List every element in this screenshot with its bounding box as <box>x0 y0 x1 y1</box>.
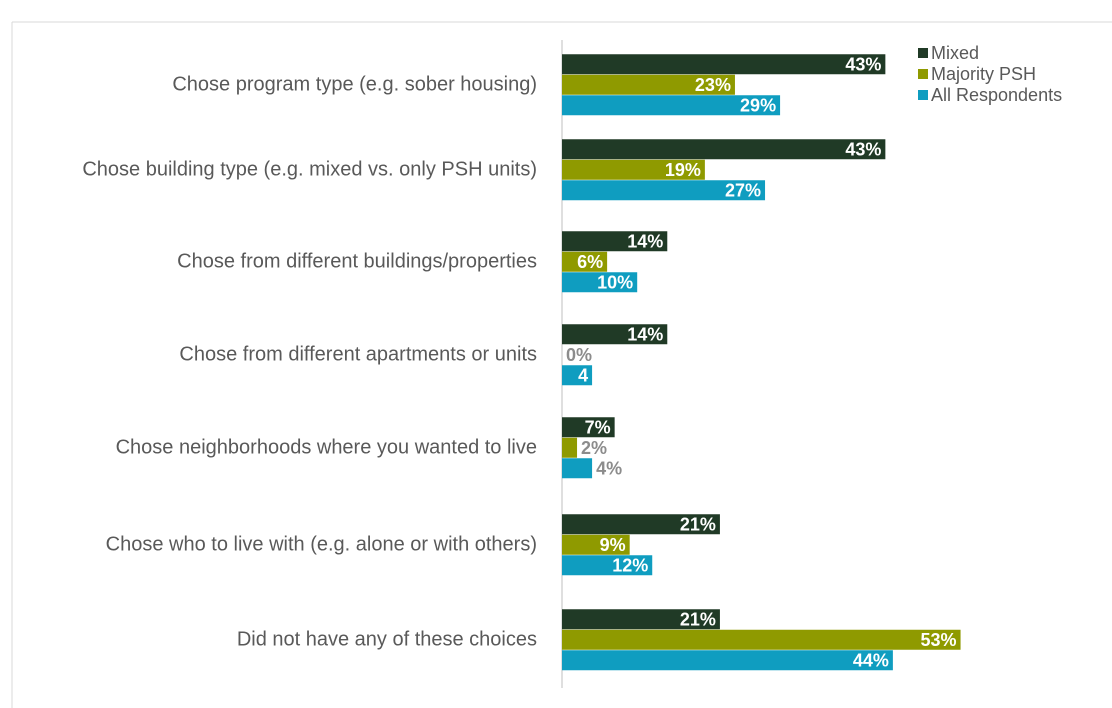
bar <box>562 458 593 479</box>
bar <box>562 365 593 386</box>
bar <box>562 139 886 160</box>
bar <box>562 534 630 555</box>
legend-swatch <box>918 90 928 100</box>
bar <box>562 437 578 458</box>
legend-label: Majority PSH <box>931 64 1036 84</box>
bar <box>562 609 720 630</box>
data-label: 4 <box>578 365 588 385</box>
bar <box>562 251 608 272</box>
bar <box>562 650 893 671</box>
data-label: 44% <box>853 650 889 670</box>
legend-label: All Respondents <box>931 85 1062 105</box>
data-label: 21% <box>680 514 716 534</box>
bar <box>562 629 961 650</box>
data-label: 21% <box>680 609 716 629</box>
bar <box>562 74 735 95</box>
bar <box>562 555 653 576</box>
category-label: Did not have any of these choices <box>236 628 537 651</box>
data-label: 4% <box>596 458 622 478</box>
data-label: 27% <box>725 180 761 200</box>
data-label: 43% <box>845 54 881 74</box>
category-label: Chose from different buildings/propertie… <box>177 250 537 273</box>
bar <box>562 54 886 75</box>
bar <box>562 159 705 180</box>
legend-swatch <box>918 69 928 79</box>
data-label: 2% <box>581 438 607 458</box>
legend-label: Mixed <box>931 43 979 63</box>
bar <box>562 95 781 116</box>
data-label: 7% <box>585 417 611 437</box>
data-label: 12% <box>612 555 648 575</box>
category-label: Chose program type (e.g. sober housing) <box>172 73 537 96</box>
data-label: 29% <box>740 95 776 115</box>
data-label: 10% <box>597 272 633 292</box>
data-label: 0% <box>566 345 592 365</box>
bar <box>562 324 668 345</box>
data-label: 6% <box>577 252 603 272</box>
data-label: 53% <box>921 630 957 650</box>
data-label: 19% <box>665 160 701 180</box>
category-label: Chose neighborhoods where you wanted to … <box>115 436 537 459</box>
data-label: 14% <box>627 231 663 251</box>
bar <box>562 514 720 535</box>
data-label: 14% <box>627 324 663 344</box>
bar <box>562 272 638 293</box>
data-label: 23% <box>695 75 731 95</box>
category-label: Chose building type (e.g. mixed vs. only… <box>82 158 537 181</box>
legend-swatch <box>918 48 928 58</box>
data-label: 43% <box>845 139 881 159</box>
bar <box>562 417 615 438</box>
category-label: Chose who to live with (e.g. alone or wi… <box>105 533 537 556</box>
bar <box>562 180 766 201</box>
data-label: 9% <box>600 535 626 555</box>
category-label: Chose from different apartments or units <box>179 343 537 366</box>
bar <box>562 231 668 252</box>
